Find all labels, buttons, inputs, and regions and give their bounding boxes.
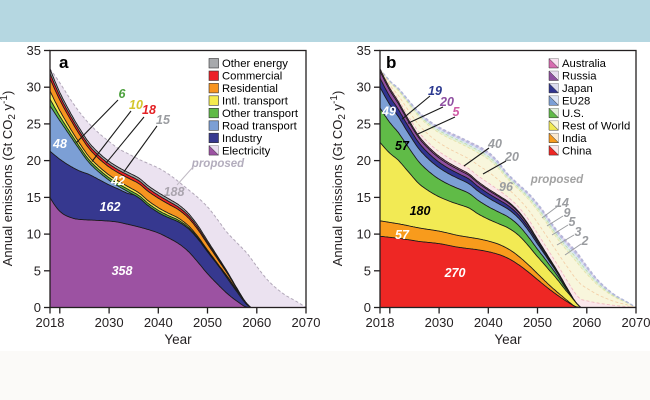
svg-text:30: 30: [27, 80, 41, 95]
svg-text:Road transport: Road transport: [222, 120, 298, 132]
svg-text:5: 5: [364, 263, 371, 278]
svg-text:Rest of World: Rest of World: [562, 120, 630, 132]
svg-text:10: 10: [129, 98, 143, 112]
svg-text:U.S.: U.S.: [562, 108, 584, 120]
svg-text:Year: Year: [164, 332, 192, 347]
svg-text:30: 30: [357, 80, 371, 95]
svg-text:2050: 2050: [193, 315, 222, 330]
svg-text:proposed: proposed: [191, 158, 245, 170]
svg-text:15: 15: [156, 113, 171, 127]
svg-text:49: 49: [381, 105, 396, 119]
svg-text:48: 48: [52, 137, 67, 151]
svg-text:20: 20: [27, 153, 41, 168]
svg-text:0: 0: [34, 300, 41, 315]
svg-text:2050: 2050: [523, 315, 552, 330]
svg-text:180: 180: [410, 204, 431, 218]
svg-text:Other transport: Other transport: [222, 108, 299, 120]
svg-text:Japan: Japan: [562, 83, 593, 95]
svg-text:2070: 2070: [292, 315, 321, 330]
svg-text:2060: 2060: [572, 315, 601, 330]
svg-text:10: 10: [27, 227, 41, 242]
svg-text:18: 18: [142, 103, 156, 117]
svg-text:2030: 2030: [95, 315, 124, 330]
svg-text:Electricity: Electricity: [222, 145, 271, 157]
svg-text:Russia: Russia: [562, 71, 597, 83]
svg-text:5: 5: [34, 263, 41, 278]
svg-text:57: 57: [395, 139, 410, 153]
svg-text:Industry: Industry: [222, 133, 263, 145]
svg-text:Australia: Australia: [562, 58, 607, 70]
svg-text:25: 25: [357, 116, 371, 131]
svg-text:96: 96: [499, 180, 514, 194]
svg-text:Other energy: Other energy: [222, 58, 288, 70]
svg-text:20: 20: [504, 150, 519, 164]
svg-text:India: India: [562, 133, 587, 145]
svg-text:6: 6: [119, 87, 127, 101]
svg-text:162: 162: [100, 200, 121, 214]
svg-text:19: 19: [428, 84, 442, 98]
svg-text:188: 188: [164, 185, 185, 199]
svg-text:2: 2: [581, 234, 589, 248]
svg-text:358: 358: [112, 264, 133, 278]
svg-text:15: 15: [357, 190, 371, 205]
svg-text:270: 270: [444, 266, 466, 280]
svg-text:35: 35: [27, 43, 41, 58]
svg-text:2018: 2018: [36, 315, 65, 330]
svg-text:Annual emissions (Gt CO2 y-1): Annual emissions (Gt CO2 y-1): [329, 91, 348, 267]
svg-text:b: b: [386, 53, 396, 72]
svg-text:5: 5: [569, 215, 577, 229]
svg-text:2040: 2040: [474, 315, 503, 330]
svg-text:2040: 2040: [144, 315, 173, 330]
svg-text:Annual emissions (Gt CO2 y-1): Annual emissions (Gt CO2 y-1): [0, 91, 18, 267]
svg-text:2030: 2030: [425, 315, 454, 330]
svg-text:2060: 2060: [242, 315, 271, 330]
svg-text:Year: Year: [494, 332, 522, 347]
svg-text:proposed: proposed: [530, 174, 584, 186]
svg-text:10: 10: [357, 227, 371, 242]
svg-text:EU28: EU28: [562, 96, 590, 108]
svg-text:5: 5: [453, 105, 461, 119]
svg-text:14: 14: [555, 196, 569, 210]
svg-text:20: 20: [357, 153, 371, 168]
svg-text:25: 25: [27, 116, 41, 131]
svg-text:a: a: [59, 53, 69, 72]
svg-text:Residential: Residential: [222, 83, 278, 95]
svg-text:2018: 2018: [366, 315, 395, 330]
svg-text:Commercial: Commercial: [222, 71, 282, 83]
svg-text:15: 15: [27, 190, 41, 205]
svg-text:Intl. transport: Intl. transport: [222, 96, 289, 108]
svg-text:35: 35: [357, 43, 371, 58]
svg-text:2070: 2070: [622, 315, 650, 330]
svg-text:9: 9: [564, 206, 571, 220]
svg-text:3: 3: [575, 225, 582, 239]
svg-text:40: 40: [487, 137, 502, 151]
svg-text:0: 0: [364, 300, 371, 315]
svg-text:42: 42: [110, 174, 125, 188]
svg-text:57: 57: [395, 228, 410, 242]
svg-text:China: China: [562, 145, 592, 157]
svg-text:20: 20: [439, 95, 454, 109]
